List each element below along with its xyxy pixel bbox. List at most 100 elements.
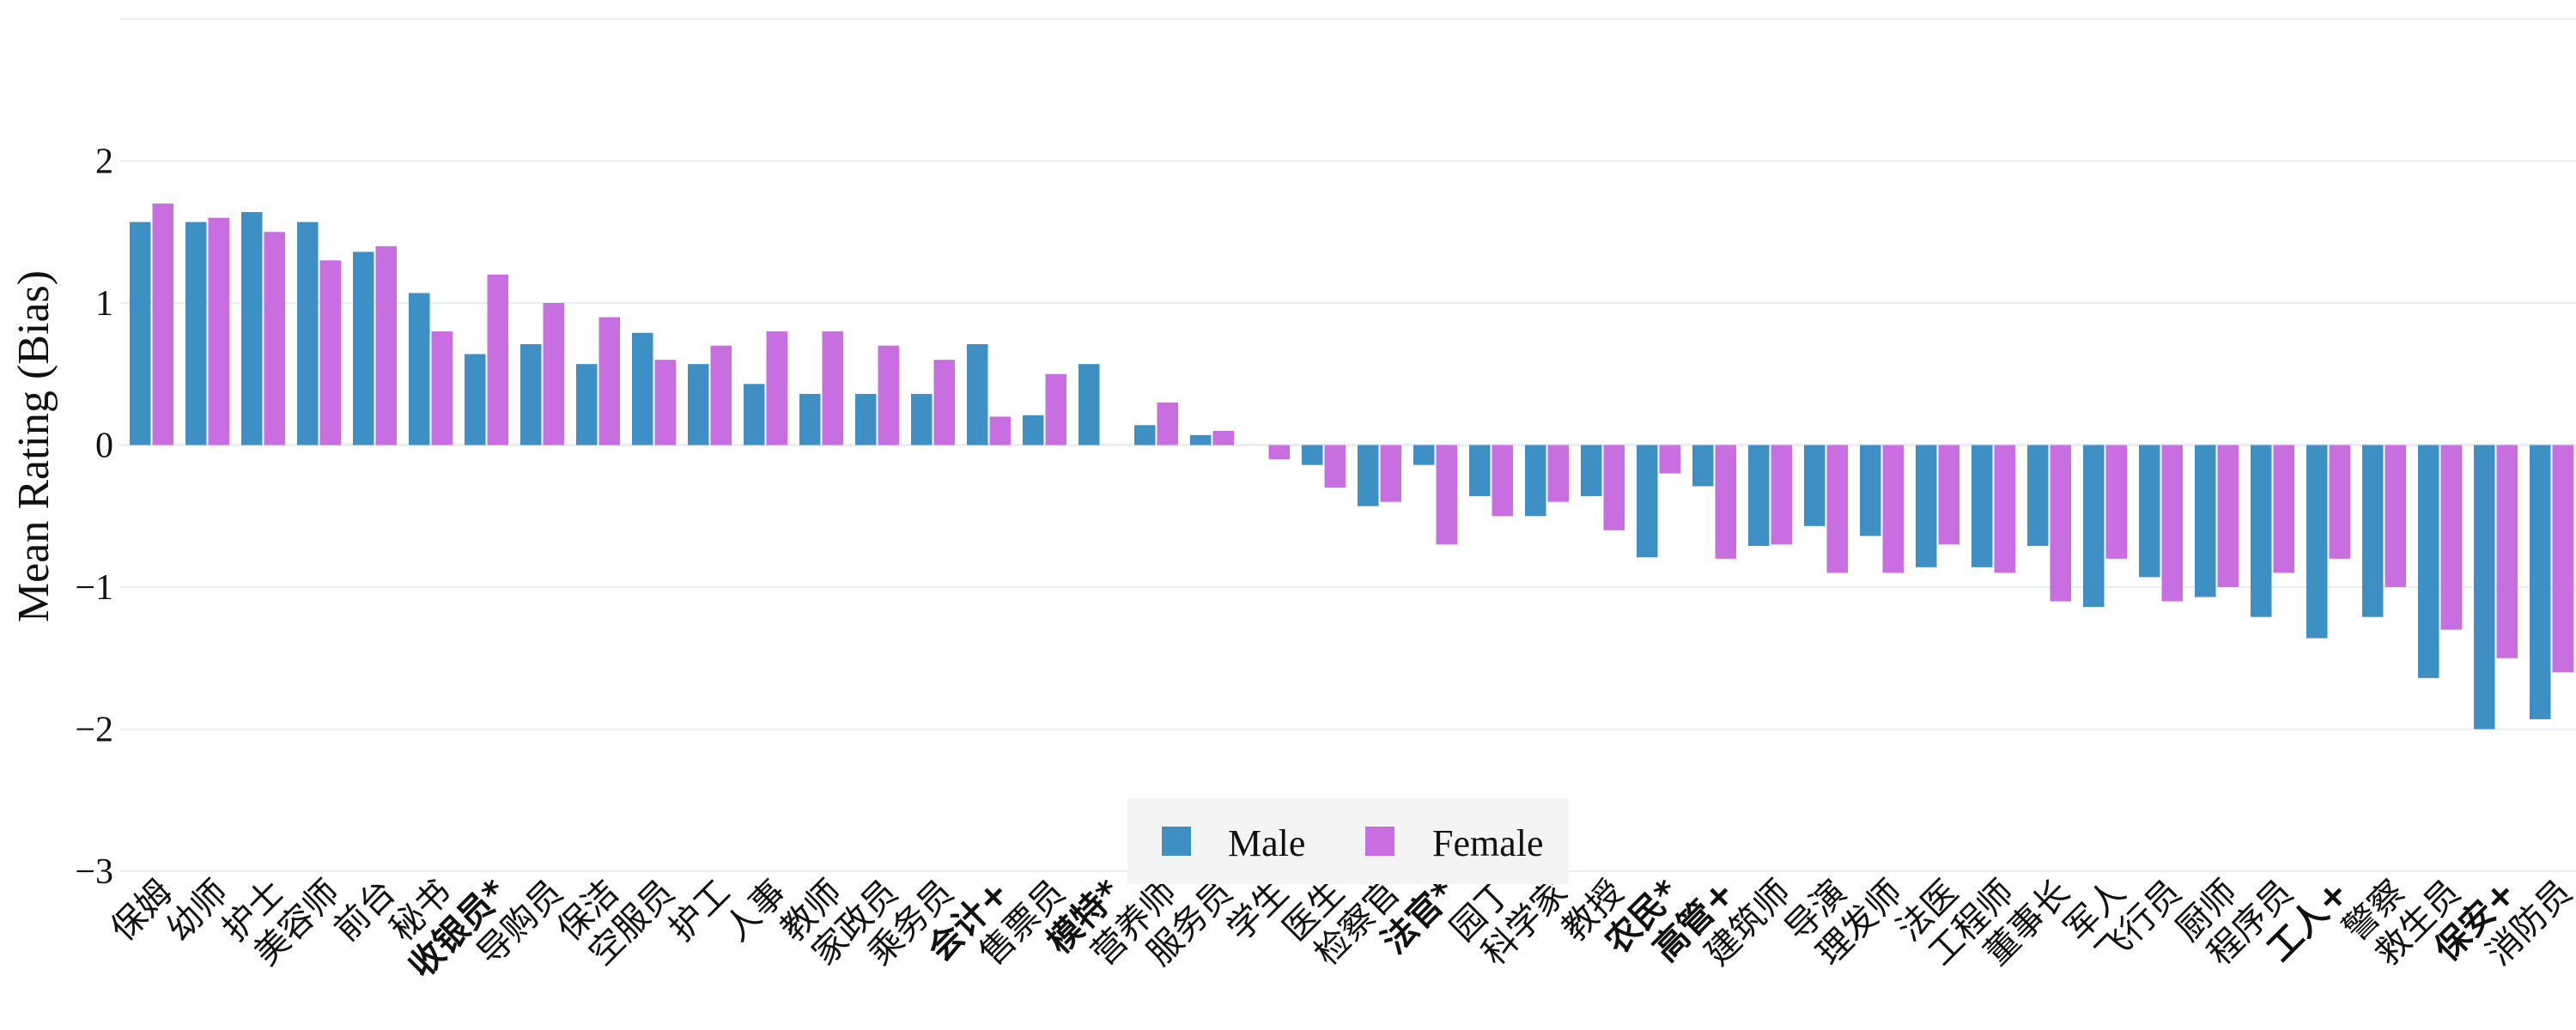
bar-male (1581, 445, 1602, 497)
bar-male (1358, 445, 1379, 506)
bar-female (1603, 445, 1625, 530)
bar-female (1994, 445, 2015, 573)
bar-male (2530, 445, 2551, 719)
bar-male (1190, 434, 1212, 445)
bar-female (1212, 430, 1234, 445)
bar-female (319, 260, 341, 445)
bar-female (1492, 445, 1513, 517)
bar-female (766, 331, 787, 445)
bar-male (688, 364, 709, 445)
bar-female (1715, 445, 1736, 559)
bar-male (1134, 425, 1156, 445)
bar-female (1547, 445, 1569, 502)
bar-female (1380, 445, 1401, 502)
y-tick-label: 1 (95, 284, 113, 324)
y-tick-label: −3 (75, 852, 113, 892)
y-tick-label: 0 (95, 427, 113, 466)
bar-male (855, 393, 877, 445)
bar-female (2385, 445, 2406, 587)
bar-male (130, 221, 151, 445)
bar-male (1971, 445, 1993, 567)
bar-male (1637, 445, 1658, 558)
bar-male (2251, 445, 2272, 617)
bar-female (598, 317, 620, 445)
bar-female (2440, 445, 2462, 630)
bars-layer (130, 203, 2573, 730)
bar-male (2306, 445, 2328, 639)
bar-female (1268, 445, 1290, 460)
legend-swatch-female (1365, 827, 1394, 856)
bar-female (1324, 445, 1346, 488)
bar-female (822, 331, 843, 445)
bar-male (353, 251, 374, 445)
bar-female (1157, 402, 1178, 445)
bar-male (1692, 445, 1714, 487)
bar-female (2496, 445, 2518, 658)
bar-female (543, 303, 564, 445)
bar-female (710, 345, 732, 445)
bar-male (1860, 445, 1881, 536)
bar-male (1469, 445, 1491, 497)
legend-swatch-male (1162, 827, 1191, 856)
bar-female (989, 416, 1011, 445)
bar-male (799, 393, 821, 445)
bar-male (2362, 445, 2384, 617)
bar-male (2083, 445, 2105, 608)
bar-male (409, 293, 430, 445)
bar-male (297, 221, 319, 445)
bar-female (1826, 445, 1848, 573)
bar-female (1659, 445, 1680, 474)
bar-male (185, 221, 207, 445)
legend-background (1127, 798, 1569, 884)
bar-female (152, 203, 173, 445)
bar-male (1748, 445, 1770, 547)
y-tick-label: −2 (75, 711, 113, 750)
bar-male (632, 332, 653, 445)
bar-male (967, 343, 988, 445)
bar-female (2105, 445, 2127, 559)
bar-female (933, 360, 955, 445)
bar-female (208, 217, 229, 445)
bar-male (1804, 445, 1826, 526)
bar-female (1882, 445, 1904, 573)
bar-female (375, 245, 397, 445)
bar-female (1436, 445, 1457, 545)
bar-female (878, 345, 899, 445)
bar-male (2418, 445, 2439, 678)
bar-male (2027, 445, 2049, 547)
bar-male (2195, 445, 2216, 597)
bar-male (911, 393, 933, 445)
bar-male (520, 343, 542, 445)
bar-female (2050, 445, 2071, 602)
bar-female (2217, 445, 2239, 587)
bar-male (744, 384, 765, 445)
bar-male (1413, 445, 1435, 465)
bar-female (487, 274, 508, 445)
bar-male (1078, 364, 1100, 445)
bar-male (1525, 445, 1546, 517)
bar-male (576, 364, 598, 445)
legend: Male Female (1127, 798, 1569, 884)
y-axis-ticks: 2 1 0 −1 −2 −3 (75, 142, 113, 893)
bar-female (2329, 445, 2350, 559)
bar-male (241, 212, 263, 445)
bar-male (2474, 445, 2495, 730)
x-axis-category-labels: 保姆幼师护士美容师前台秘书收银员*导购员保洁空服员护工人事教师家政员乘务员会计+… (103, 872, 2576, 985)
bar-female (1045, 373, 1066, 445)
bar-female (431, 331, 453, 445)
bar-female (2552, 445, 2573, 673)
bar-male (2139, 445, 2160, 578)
bar-female (1771, 445, 1792, 545)
y-axis-title: Mean Rating (Bias) (9, 270, 58, 622)
y-tick-label: 2 (95, 142, 113, 182)
bar-male (1302, 445, 1323, 465)
bar-female (2273, 445, 2294, 573)
bar-female (264, 232, 285, 445)
bar-male (465, 354, 486, 445)
y-tick-label: −1 (75, 568, 113, 608)
bar-female (2161, 445, 2183, 602)
bar-female (654, 360, 676, 445)
bar-female (1938, 445, 1959, 545)
